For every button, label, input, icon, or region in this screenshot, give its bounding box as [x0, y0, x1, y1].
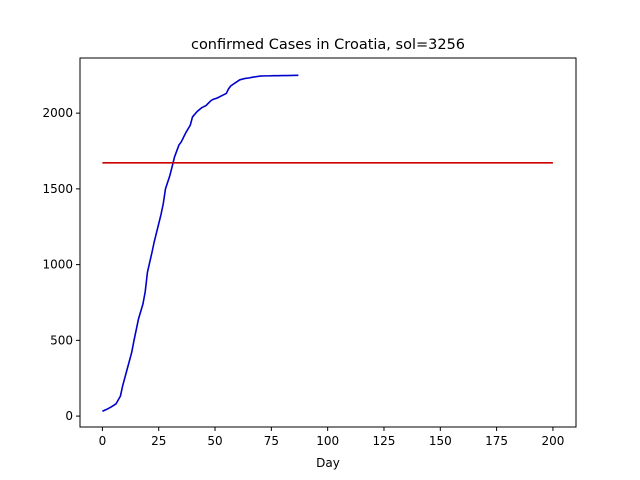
x-tick-label: 175: [485, 434, 508, 448]
x-axis-label: Day: [316, 456, 340, 470]
chart-title: confirmed Cases in Croatia, sol=3256: [191, 37, 465, 53]
x-tick-label: 0: [99, 434, 107, 448]
x-tick-label: 75: [264, 434, 279, 448]
y-tick-label: 1000: [42, 258, 73, 272]
x-axis: 0 25 50 75 100 125 150 175 200: [99, 427, 564, 448]
y-axis: 0 500 1000 1500 2000: [42, 106, 80, 423]
x-tick-label: 150: [429, 434, 452, 448]
plot-area: [102, 74, 553, 412]
y-tick-label: 500: [50, 333, 73, 347]
y-tick-label: 2000: [42, 106, 73, 120]
x-tick-label: 25: [151, 434, 166, 448]
x-tick-label: 125: [373, 434, 396, 448]
series-line-1: [102, 74, 299, 412]
y-tick-label: 1500: [42, 182, 73, 196]
y-tick-label: 0: [65, 409, 73, 423]
x-tick-label: 100: [316, 434, 339, 448]
x-tick-label: 200: [541, 434, 564, 448]
x-tick-label: 50: [207, 434, 222, 448]
